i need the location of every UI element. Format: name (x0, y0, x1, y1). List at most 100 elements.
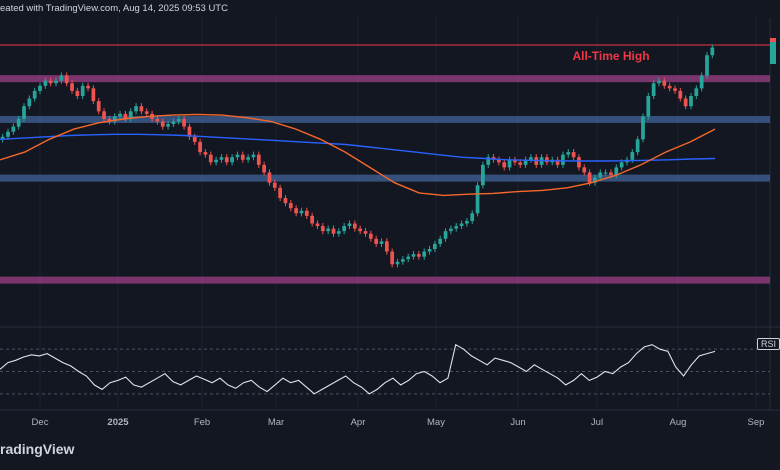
candle-body (310, 215, 315, 224)
candle-body (139, 106, 144, 112)
ath-annotation: All-Time High (572, 49, 649, 63)
candle-body (251, 154, 256, 158)
candle-body (352, 223, 357, 229)
moving-averages (0, 113, 716, 197)
price-marker-green (770, 42, 776, 64)
candle-body (6, 131, 10, 137)
candle-body (374, 238, 379, 244)
candle-body (497, 159, 501, 163)
candle-body (710, 47, 715, 56)
candle-body (406, 256, 411, 260)
candle-body (176, 118, 181, 122)
x-tick-label: 2025 (107, 417, 129, 428)
zone-resistance-upper (0, 75, 770, 83)
candle-body (416, 254, 421, 257)
candle-body (379, 241, 384, 244)
candle-body (38, 85, 42, 91)
candle-body (304, 210, 309, 216)
candle-body (507, 159, 512, 168)
candle-body (235, 154, 240, 158)
candle-body (523, 159, 528, 165)
candle-body (486, 157, 491, 165)
candle-body (171, 121, 176, 125)
rsi-label: RSI (757, 338, 780, 350)
candle-body (107, 118, 112, 122)
candle-body (561, 154, 565, 165)
candle-body (160, 121, 165, 127)
candle-body (64, 75, 69, 84)
candle-body (32, 90, 37, 99)
candle-body (459, 223, 464, 227)
candle-body (224, 157, 229, 163)
candle-body (582, 167, 587, 173)
candle-body (384, 241, 389, 252)
candle-body (144, 111, 149, 114)
candle-body (48, 80, 53, 84)
candle-body (662, 80, 667, 86)
candle-body (363, 231, 368, 234)
candle-body (422, 251, 427, 257)
chart-grid (0, 18, 780, 411)
candle-body (470, 213, 475, 221)
candle-body (192, 136, 197, 142)
candle-body (400, 259, 405, 262)
candle-body (465, 220, 469, 224)
candle-body (641, 116, 645, 140)
moving-average-line (0, 133, 716, 162)
candle-body (689, 96, 693, 107)
candle-body (54, 80, 58, 84)
candle-body (667, 85, 672, 89)
candle-body (358, 228, 363, 232)
candle-body (673, 88, 677, 91)
candle-body (593, 177, 597, 183)
candle-body (609, 172, 613, 176)
candle-body (342, 226, 347, 232)
x-tick-label: Jul (591, 417, 603, 428)
candle-body (577, 157, 581, 168)
candle-body (75, 90, 80, 96)
candle-body (630, 152, 635, 160)
candle-body (368, 233, 373, 239)
candle-body (240, 154, 245, 160)
candle-body (336, 231, 341, 234)
candle-body (299, 210, 304, 214)
candle-body (203, 152, 208, 155)
tradingview-logo: radingView (0, 441, 75, 457)
candle-body (27, 98, 32, 107)
zone-resistance-mid (0, 115, 770, 123)
candle-body (449, 228, 453, 232)
candle-body (230, 157, 234, 163)
candle-body (454, 226, 459, 229)
candle-body (326, 228, 331, 232)
candle-body (433, 243, 437, 249)
candle-body (283, 198, 288, 204)
candle-body (214, 159, 218, 163)
candle-body (502, 162, 507, 168)
candle-body (0, 136, 5, 140)
candle-body (545, 157, 549, 163)
candle-body (128, 111, 133, 119)
zone-support-low (0, 276, 770, 284)
candlesticks (0, 44, 715, 268)
candle-body (288, 203, 293, 209)
candle-body (320, 226, 325, 232)
candle-body (182, 118, 186, 127)
candle-body (635, 139, 640, 153)
candle-body (566, 152, 571, 155)
x-tick-label: Dec (32, 417, 49, 428)
candle-body (155, 118, 160, 122)
candle-body (246, 157, 250, 160)
candle-body (256, 154, 261, 165)
candle-body (294, 208, 299, 214)
x-tick-label: Feb (194, 417, 210, 428)
candle-body (208, 154, 213, 163)
candle-body (694, 88, 699, 96)
candle-body (166, 124, 170, 127)
price-zones (0, 44, 770, 284)
candle-body (683, 98, 688, 107)
candle-body (614, 167, 619, 176)
candle-body (481, 164, 485, 186)
candle-body (646, 96, 651, 117)
candle-body (571, 152, 576, 158)
